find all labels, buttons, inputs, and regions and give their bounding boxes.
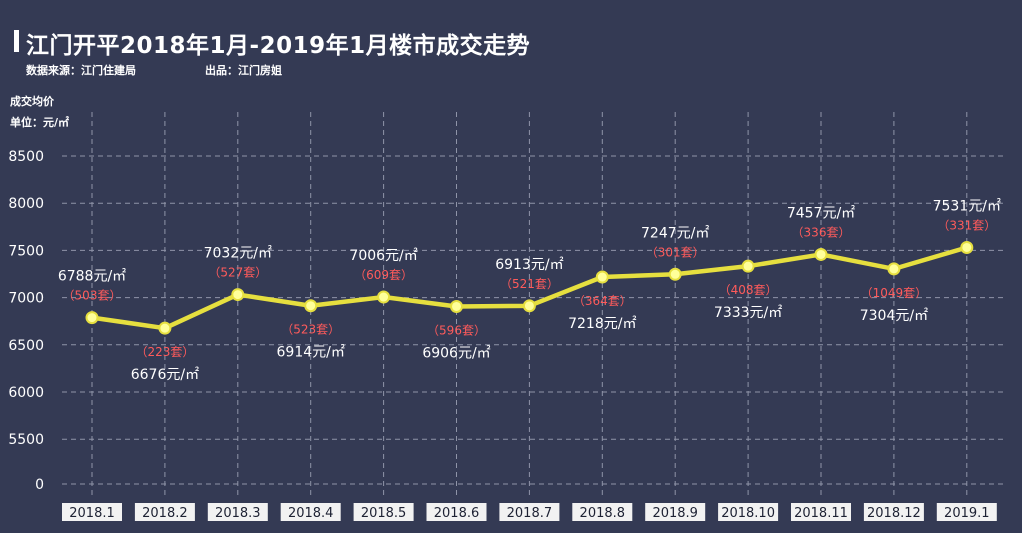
x-tick-box (280, 503, 341, 521)
x-axis: 2018.1 2018.2 2018.3 2018.4 2018.5 2018.6 2018… (62, 503, 997, 521)
x-tick-label: 2018.5 (361, 506, 407, 521)
count-label: （301套） (646, 245, 705, 259)
y-tick-label: 6000 (8, 385, 44, 401)
data-point (450, 299, 463, 313)
price-label: 7333元/㎡ (714, 305, 782, 321)
y-tick-label: 7000 (8, 291, 44, 307)
grid-lines (62, 112, 1005, 497)
count-label: （1049套） (861, 286, 928, 300)
x-tick-label: 2019.1 (944, 506, 990, 521)
count-label: （503套） (63, 289, 122, 303)
y-tick-label: 8500 (8, 149, 44, 165)
data-point (668, 267, 682, 281)
count-label: （523套） (281, 323, 340, 337)
count-label: （596套） (427, 323, 486, 337)
count-label: （223套） (135, 345, 194, 359)
price-label: 6914元/㎡ (277, 345, 345, 361)
x-tick-label: 2018.4 (288, 506, 334, 521)
x-tick-label: 2018.6 (434, 506, 480, 521)
x-tick-label: 2018.9 (652, 506, 698, 521)
price-label: 7006元/㎡ (349, 248, 417, 264)
x-tick-box (936, 503, 997, 521)
data-point (887, 262, 901, 276)
price-label: 6676元/㎡ (131, 367, 199, 383)
x-tick-box (863, 503, 924, 521)
data-point (304, 299, 318, 313)
price-label: 6913元/㎡ (495, 257, 563, 273)
data-labels: 6788元/㎡ （503套） 6676元/㎡ （223套） 7032元/㎡ （527套） 6… (58, 198, 1001, 383)
y-tick-label: 6500 (8, 338, 44, 354)
price-label: 6906元/㎡ (422, 345, 490, 361)
y-axis-title: 成交均价 (10, 94, 55, 108)
x-tick-box (353, 503, 414, 521)
y-tick-label: 7500 (8, 243, 44, 259)
x-tick-label: 2018.8 (580, 506, 626, 521)
x-tick-label: 2018.11 (794, 506, 848, 521)
data-source: 数据来源：江门住建局 (26, 64, 136, 77)
data-point (960, 240, 974, 254)
x-tick-box (62, 503, 122, 521)
y-axis: 0 5500 6000 6500 7000 7500 8000 8500 (8, 149, 44, 493)
price-label: 7457元/㎡ (787, 205, 855, 221)
count-label: （521套） (500, 277, 559, 291)
y-tick-label: 0 (35, 477, 44, 493)
data-point (522, 299, 536, 313)
x-tick-box (791, 503, 851, 521)
x-tick-label: 2018.3 (215, 506, 261, 521)
series-line (85, 240, 974, 335)
data-point (231, 288, 245, 302)
count-label: （609套） (354, 268, 413, 282)
x-tick-box (645, 503, 706, 521)
count-label: （336套） (792, 225, 851, 239)
count-label: （408套） (719, 283, 778, 297)
count-label: （364套） (573, 294, 632, 308)
y-tick-label: 5500 (8, 432, 44, 448)
x-tick-label: 2018.1 (69, 506, 115, 521)
x-tick-label: 2018.10 (721, 506, 775, 521)
x-tick-box (426, 503, 487, 521)
price-label: 7218元/㎡ (568, 316, 636, 332)
x-tick-box (207, 503, 268, 521)
x-tick-label: 2018.7 (507, 506, 553, 521)
count-label: （527套） (208, 266, 267, 280)
data-point (158, 321, 172, 335)
price-label: 7247元/㎡ (641, 225, 709, 241)
x-tick-box (718, 503, 779, 521)
chart-title: 江门开平2018年1月-2019年1月楼市成交走势 (26, 33, 531, 59)
data-point (377, 290, 391, 304)
price-label: 7304元/㎡ (860, 308, 928, 324)
x-tick-box (134, 503, 195, 521)
price-label: 6788元/㎡ (58, 269, 126, 285)
y-axis-unit: 单位：元/㎡ (10, 115, 69, 129)
data-point (85, 311, 99, 325)
data-point (595, 270, 609, 284)
x-tick-label: 2018.12 (867, 506, 921, 521)
data-point (741, 259, 755, 273)
x-tick-label: 2018.2 (142, 506, 188, 521)
title-accent-bar (14, 30, 19, 52)
data-point (814, 247, 828, 261)
count-label: （331套） (937, 218, 996, 232)
price-label: 7531元/㎡ (933, 198, 1001, 214)
producer-credit: 出品：江门房姐 (205, 64, 282, 77)
x-tick-box (499, 503, 560, 521)
y-tick-label: 8000 (8, 196, 44, 212)
price-label: 7032元/㎡ (204, 246, 272, 262)
x-tick-box (572, 503, 633, 521)
